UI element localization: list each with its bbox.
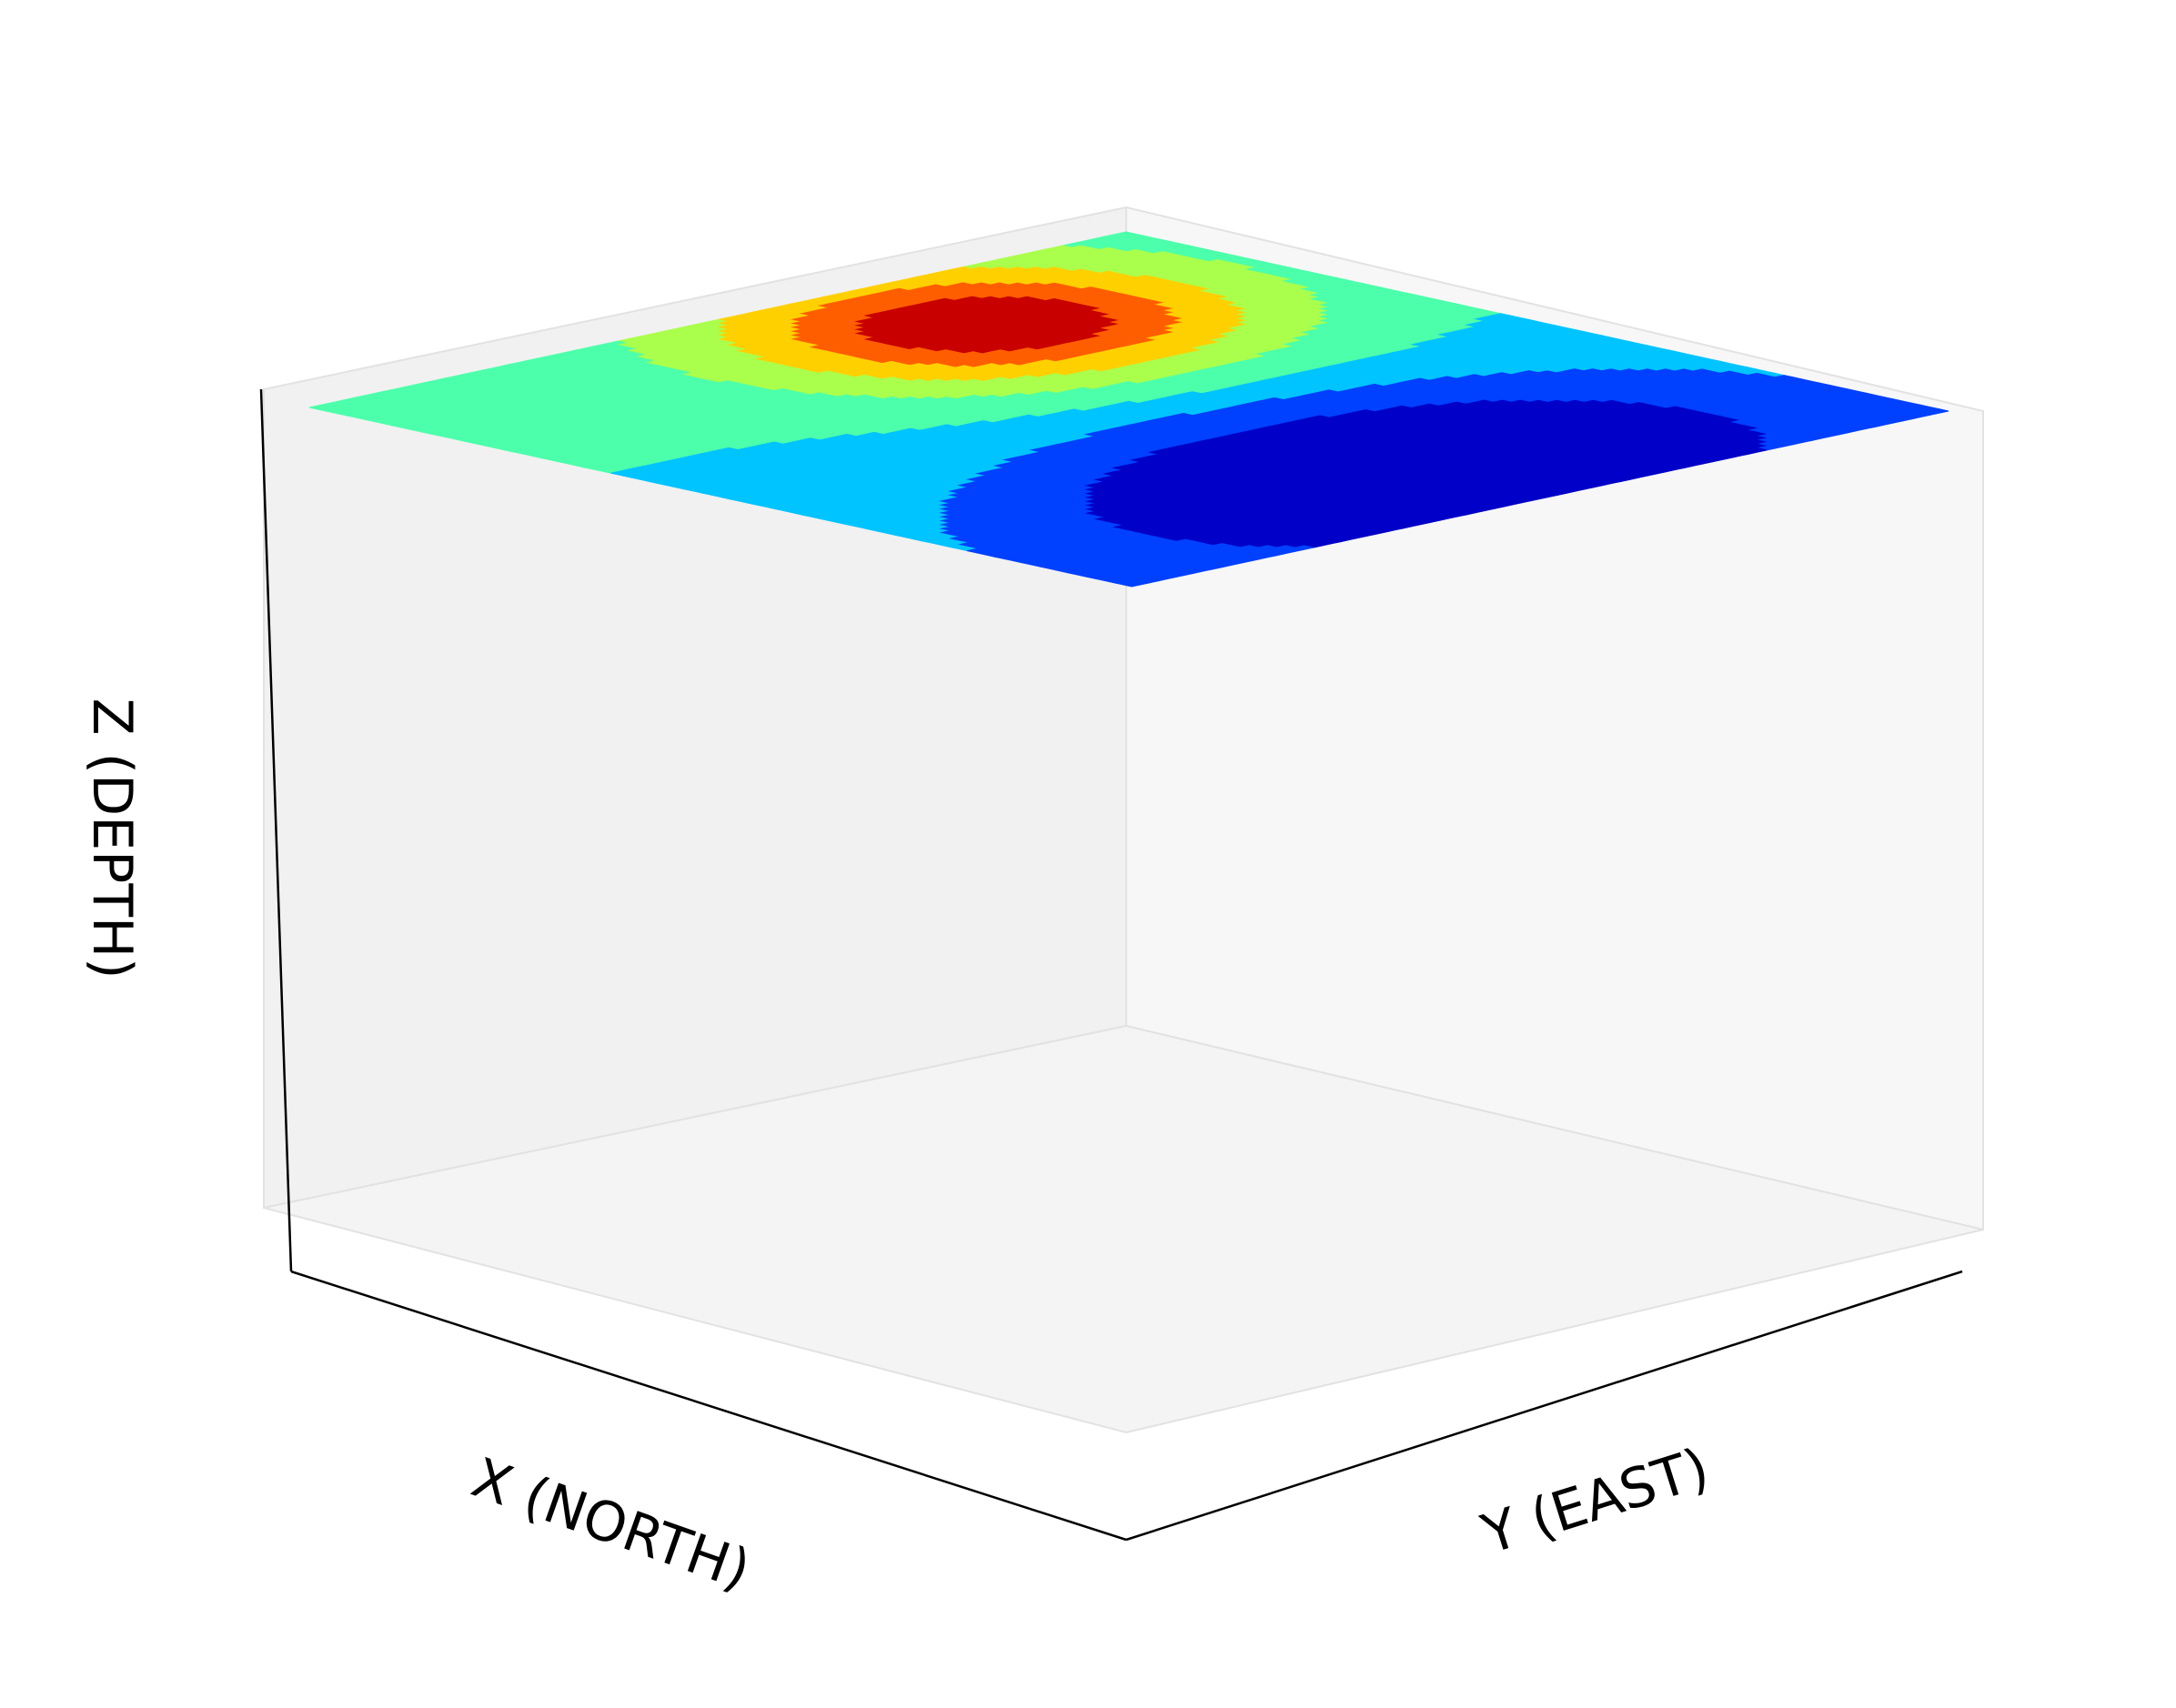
floor-pane xyxy=(263,1024,1984,1434)
contour-surface xyxy=(308,231,1949,588)
